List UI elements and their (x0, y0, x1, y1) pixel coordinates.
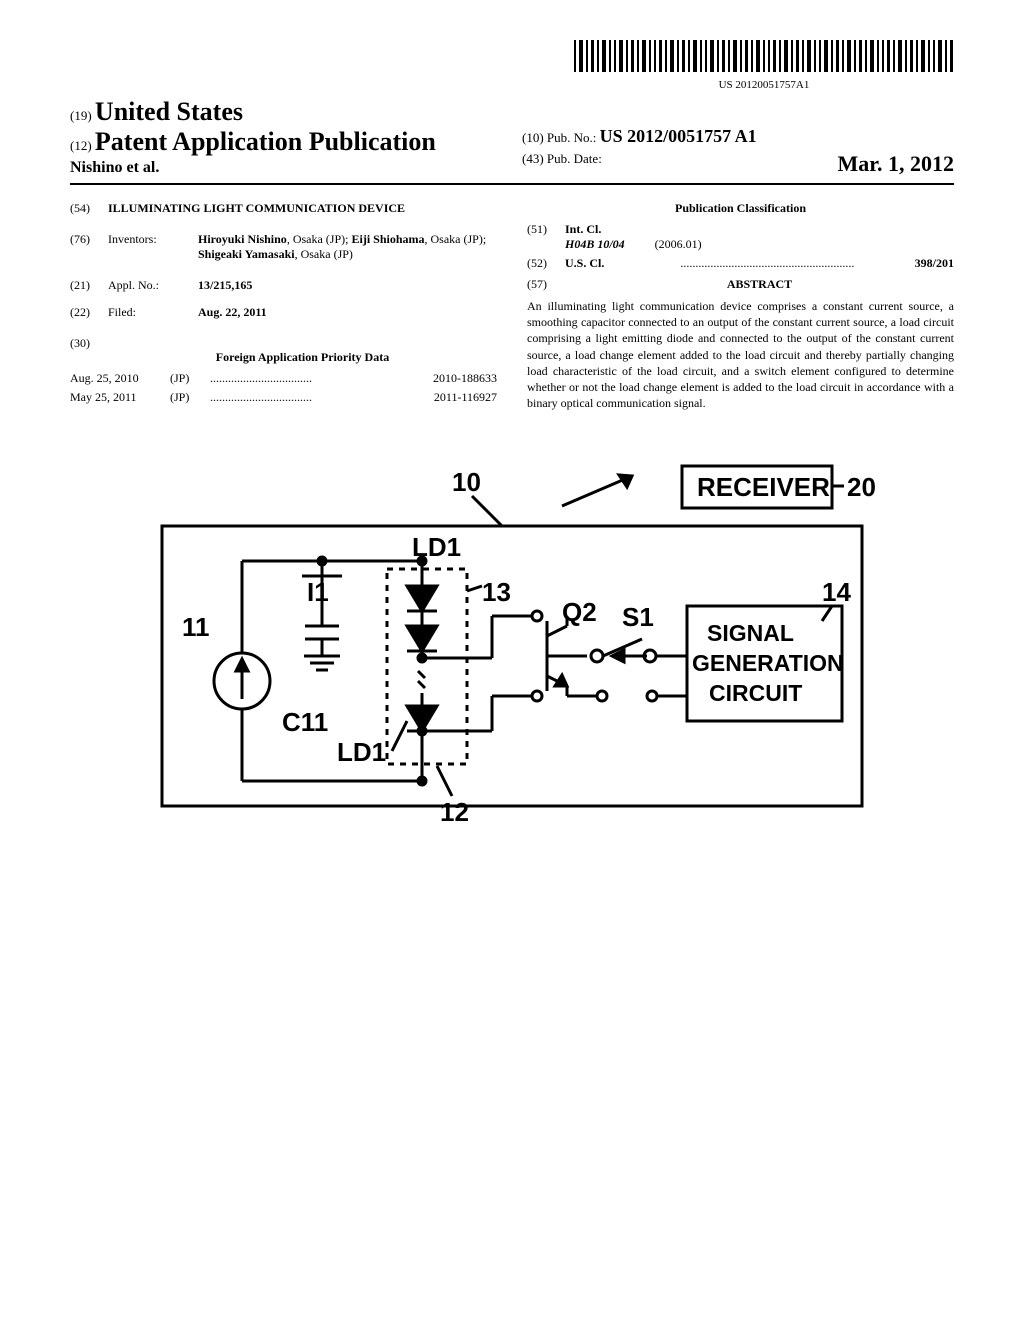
priority-date: May 25, 2011 (70, 390, 170, 405)
uscl-code: (52) (527, 256, 565, 271)
intcl-value: H04B 10/04 (565, 237, 625, 251)
abstract-header-row: (57) ABSTRACT (527, 277, 954, 292)
barcode-text: US 20120051757A1 (574, 79, 954, 91)
title-code: (54) (70, 201, 108, 216)
pub-date-line: (43) Pub. Date: Mar. 1, 2012 (522, 151, 954, 167)
C11-label: C11 (282, 707, 328, 737)
ref-11: 11 (182, 612, 210, 642)
inventors-label: Inventors: (108, 232, 198, 262)
country-name: United States (95, 97, 243, 126)
country-line: (19) United States (70, 97, 502, 127)
priority-dots: .................................. (210, 390, 407, 405)
signal-gen-2: GENERATION (692, 650, 844, 676)
country-code: (19) (70, 108, 92, 123)
ref-14: 14 (822, 577, 851, 607)
LD1-top-label: LD1 (412, 532, 461, 562)
pubdate-value: Mar. 1, 2012 (837, 151, 954, 177)
priority-header-row: (30) Foreign Application Priority Data (70, 336, 497, 371)
classification-header: Publication Classification (527, 201, 954, 216)
inventors-value: Hiroyuki Nishino, Osaka (JP); Eiji Shioh… (198, 232, 497, 262)
right-column: Publication Classification (51) Int. Cl.… (527, 201, 954, 411)
intcl-code: (51) (527, 222, 565, 252)
circuit-diagram: RECEIVER 20 10 11 (142, 461, 882, 841)
pubdate-code: (43) (522, 151, 544, 166)
priority-row: May 25, 2011 (JP) ......................… (70, 390, 497, 405)
intcl-label: Int. Cl. H04B 10/04 (2006.01) (565, 222, 702, 252)
pub-no-line: (10) Pub. No.: US 2012/0051757 A1 (522, 126, 954, 147)
header-row: (19) United States (12) Patent Applicati… (70, 97, 954, 185)
abstract-header: ABSTRACT (565, 277, 954, 292)
filed-code: (22) (70, 305, 108, 320)
barcode: US 20120051757A1 (574, 40, 954, 91)
priority-number: 2011-116927 (407, 390, 497, 405)
priority-date: Aug. 25, 2010 (70, 371, 170, 386)
priority-dots: .................................. (210, 371, 407, 386)
abstract-code: (57) (527, 277, 565, 292)
priority-rows: Aug. 25, 2010 (JP) .....................… (70, 371, 497, 405)
title-row: (54) ILLUMINATING LIGHT COMMUNICATION DE… (70, 201, 497, 216)
pubno-code: (10) (522, 130, 544, 145)
author-line: Nishino et al. (70, 159, 502, 177)
uscl-value: 398/201 (915, 256, 954, 271)
filed-label: Filed: (108, 305, 198, 320)
LD1-bottom-label: LD1 (337, 737, 386, 767)
ref-10: 10 (452, 467, 481, 497)
pubno-label: Pub. No.: (547, 130, 596, 145)
receiver-label: RECEIVER (697, 472, 830, 502)
signal-gen-3: CIRCUIT (709, 680, 802, 706)
abstract-text: An illuminating light communication devi… (527, 298, 954, 411)
signal-gen-1: SIGNAL (707, 620, 794, 646)
S1-label: S1 (622, 602, 654, 632)
pub-type: Patent Application Publication (95, 127, 436, 156)
pub-type-line: (12) Patent Application Publication (70, 127, 502, 157)
filed-value: Aug. 22, 2011 (198, 305, 497, 320)
priority-code: (30) (70, 336, 108, 371)
ref-12: 12 (440, 797, 469, 827)
appl-code: (21) (70, 278, 108, 293)
inventors-row: (76) Inventors: Hiroyuki Nishino, Osaka … (70, 232, 497, 262)
priority-header: Foreign Application Priority Data (108, 350, 497, 365)
left-column: (54) ILLUMINATING LIGHT COMMUNICATION DE… (70, 201, 497, 411)
content-columns: (54) ILLUMINATING LIGHT COMMUNICATION DE… (70, 201, 954, 411)
pubdate-label: Pub. Date: (547, 151, 602, 166)
ref-20: 20 (847, 472, 876, 502)
filed-row: (22) Filed: Aug. 22, 2011 (70, 305, 497, 320)
priority-country: (JP) (170, 390, 210, 405)
invention-title: ILLUMINATING LIGHT COMMUNICATION DEVICE (108, 201, 497, 216)
appl-label: Appl. No.: (108, 278, 198, 293)
header-left: (19) United States (12) Patent Applicati… (70, 97, 502, 177)
ref-13: 13 (482, 577, 511, 607)
uscl-row: (52) U.S. Cl. ..........................… (527, 256, 954, 271)
figure-container: RECEIVER 20 10 11 (70, 461, 954, 841)
barcode-graphic (574, 40, 954, 72)
header-right: (10) Pub. No.: US 2012/0051757 A1 (43) P… (502, 126, 954, 177)
intcl-row: (51) Int. Cl. H04B 10/04 (2006.01) (527, 222, 954, 252)
priority-number: 2010-188633 (407, 371, 497, 386)
uscl-dots: ........................................… (620, 256, 915, 271)
inventors-code: (76) (70, 232, 108, 262)
priority-row: Aug. 25, 2010 (JP) .....................… (70, 371, 497, 386)
patent-page: US 20120051757A1 (19) United States (12)… (0, 0, 1024, 881)
applno-row: (21) Appl. No.: 13/215,165 (70, 278, 497, 293)
appl-value: 13/215,165 (198, 278, 497, 293)
I1-label: I1 (307, 577, 329, 607)
uscl-label: U.S. Cl. (565, 256, 620, 271)
pubno-value: US 2012/0051757 A1 (600, 126, 757, 146)
priority-country: (JP) (170, 371, 210, 386)
barcode-section: US 20120051757A1 (70, 40, 954, 93)
pub-code: (12) (70, 138, 92, 153)
intcl-date: (2006.01) (655, 237, 702, 251)
